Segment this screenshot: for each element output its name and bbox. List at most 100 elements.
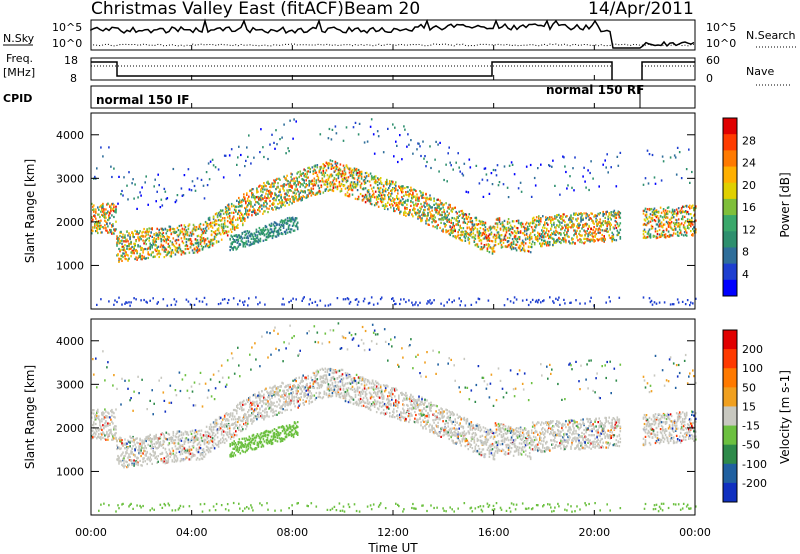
heatmap-cell [689,204,691,207]
heatmap-cell [386,183,388,186]
heatmap-cell [259,240,262,243]
y-tick-label: 1000 [56,259,84,272]
heatmap-cell [172,227,175,230]
heatmap-cell [444,217,446,220]
heatmap-cell [127,439,129,442]
heatmap-cell [530,237,533,240]
heatmap-cell [290,228,293,231]
heatmap-cell [117,457,119,460]
heatmap-cell [176,457,179,460]
heatmap-cell [461,172,464,175]
heatmap-cell [295,298,297,301]
heatmap-cell [483,245,486,248]
heatmap-cell [293,229,296,232]
heatmap-cell [299,185,301,188]
heatmap-cell [219,302,222,305]
heatmap-cell [146,458,148,461]
heatmap-cell [115,425,117,428]
heatmap-cell [674,222,677,225]
heatmap-cell [285,221,288,224]
heatmap-cell [165,248,168,251]
heatmap-cell [656,230,659,233]
heatmap-cell [518,238,521,241]
heatmap-cell [307,194,309,197]
heatmap-cell [156,442,158,445]
heatmap-cell [642,236,645,239]
heatmap-cell [394,202,396,205]
heatmap-cell [139,504,141,507]
heatmap-cell [478,298,481,301]
heatmap-cell [193,440,196,444]
heatmap-cell [589,300,591,303]
heatmap-cell [615,185,618,188]
heatmap-cell [469,228,472,231]
heatmap-cell [171,441,174,444]
heatmap-cell [158,233,160,236]
heatmap-cell [138,450,140,453]
heatmap-cell [540,217,542,220]
heatmap-cell [480,248,483,251]
heatmap-cell [186,438,189,441]
heatmap-cell [148,227,150,230]
heatmap-cell [577,239,579,242]
heatmap-cell [95,428,97,431]
heatmap-cell [646,232,649,235]
heatmap-cell [250,201,252,204]
heatmap-cell [260,188,262,191]
heatmap-cell [517,231,520,234]
heatmap-cell [537,301,539,304]
heatmap-cell [366,189,369,192]
heatmap-cell [123,442,125,445]
heatmap-cell [117,459,119,462]
heatmap-cell [296,177,298,180]
heatmap-cell [95,416,97,419]
heatmap-cell [489,228,492,231]
heatmap-cell [491,247,494,251]
heatmap-cell [329,173,332,176]
heatmap-cell [563,238,565,241]
heatmap-cell [386,178,388,181]
heatmap-cell [166,452,169,456]
heatmap-cell [482,222,485,225]
heatmap-cell [418,199,420,202]
heatmap-cell [142,460,144,464]
heatmap-cell [128,171,130,174]
heatmap-cell [386,181,388,184]
heatmap-cell [617,164,620,167]
heatmap-cell [651,227,654,230]
heatmap-cell [134,242,136,245]
heatmap-cell [281,233,284,236]
heatmap-cell [673,223,676,226]
heatmap-cell [108,504,110,507]
heatmap-cell [580,212,582,215]
heatmap-cell [445,217,447,220]
heatmap-cell [509,242,512,245]
heatmap-cell [616,234,619,237]
heatmap-cell [379,298,382,301]
heatmap-cell [330,183,333,186]
heatmap-cell [377,190,380,193]
heatmap-cell [170,233,173,236]
colorbar-swatch [723,231,737,248]
heatmap-cell [129,238,131,241]
heatmap-cell [438,211,440,214]
heatmap-cell [102,204,104,208]
heatmap-cell [367,199,370,202]
heatmap-cell [607,171,609,174]
heatmap-cell [229,218,232,221]
heatmap-cell [122,457,124,460]
nave-label: Nave [746,65,774,78]
heatmap-cell [369,196,372,199]
heatmap-cell [367,189,370,192]
heatmap-cell [96,417,98,420]
heatmap-cell [243,230,246,234]
heatmap-cell [343,166,346,169]
heatmap-cell [297,190,299,193]
heatmap-cell [313,168,316,171]
heatmap-cell [485,173,488,176]
heatmap-cell [529,245,532,248]
heatmap-cell [129,503,131,506]
heatmap-cell [473,223,476,226]
heatmap-cell [343,168,346,171]
heatmap-cell [595,233,597,236]
